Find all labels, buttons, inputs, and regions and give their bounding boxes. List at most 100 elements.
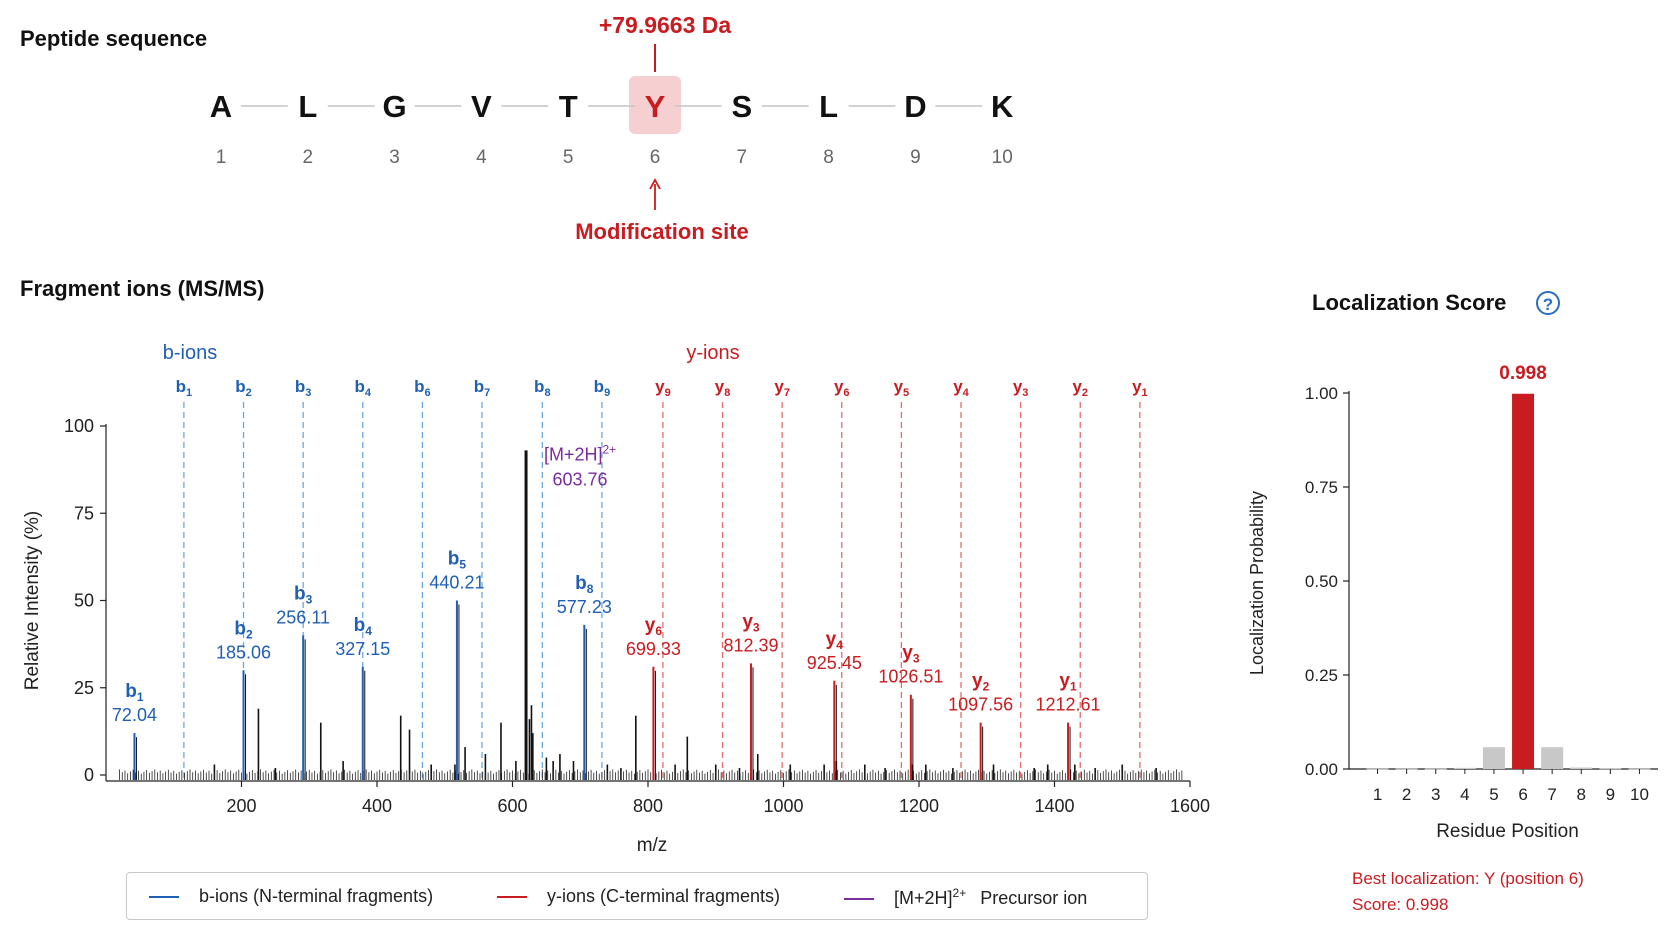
residue-6: Y bbox=[645, 89, 666, 124]
loc-bar-7 bbox=[1541, 747, 1564, 769]
legend-y-ions: y-ions (C-terminal fragments) bbox=[497, 886, 780, 907]
residue-position-7: 7 bbox=[737, 147, 748, 168]
b-peak-label-2-letter: b bbox=[234, 618, 246, 639]
ms-x-tick-label-1200: 1200 bbox=[899, 796, 939, 816]
b-guide-label-8: b9 bbox=[594, 377, 611, 399]
residue-4: V bbox=[471, 89, 492, 124]
y-ions-header: y-ions bbox=[686, 342, 739, 364]
residue-position-6: 6 bbox=[650, 147, 661, 168]
y-peak-label-2-subscript: 3 bbox=[753, 620, 760, 634]
b-guide-label-2: b2 bbox=[235, 377, 252, 399]
b-guide-label-6-letter: b bbox=[474, 377, 484, 396]
loc-x-tick-label-9: 9 bbox=[1606, 785, 1615, 804]
loc-y-axis-label: Localization Probability bbox=[1247, 491, 1267, 675]
y-peak-label-4-letter: y bbox=[902, 643, 913, 664]
b-guide-label-1-subscript: 1 bbox=[186, 387, 192, 399]
y-peak-label-3-subscript: 4 bbox=[836, 638, 843, 652]
y-guide-label-2: y8 bbox=[715, 377, 731, 399]
y-peak-mz-5: 1097.56 bbox=[948, 695, 1013, 715]
b-guide-label-3-letter: b bbox=[295, 377, 305, 396]
b-peak-mz-4: 327.15 bbox=[335, 639, 390, 659]
b-guide-label-6: b7 bbox=[474, 377, 491, 399]
loc-bar-4 bbox=[1453, 767, 1476, 769]
loc-x-tick-label-10: 10 bbox=[1630, 785, 1649, 804]
y-guide-label-2-subscript: 8 bbox=[724, 387, 730, 399]
b-peak-label-4-subscript: 4 bbox=[365, 624, 372, 638]
ms-y-tick-label-100: 100 bbox=[64, 416, 94, 436]
ms-y-axis-label: Relative Intensity (%) bbox=[22, 511, 43, 691]
y-peak-mz-4: 1026.51 bbox=[878, 667, 943, 687]
spectrum-legend: b-ions (N-terminal fragments) y-ions (C-… bbox=[126, 872, 1148, 920]
legend-precursor-suffix: Precursor ion bbox=[980, 888, 1088, 908]
b-peak-label-5: b5 bbox=[448, 549, 467, 572]
y-guide-label-7: y3 bbox=[1013, 377, 1029, 399]
b-peak-label-5-letter: b bbox=[448, 549, 460, 570]
b-guide-label-8-subscript: 9 bbox=[604, 387, 610, 399]
loc-x-tick-label-2: 2 bbox=[1402, 785, 1411, 804]
y-peak-label-5: y2 bbox=[972, 671, 990, 694]
y-peak-mz-1: 699.33 bbox=[626, 639, 681, 659]
loc-y-tick-label-1: 0.25 bbox=[1305, 666, 1338, 685]
b-peak-label-1: b1 bbox=[125, 681, 144, 704]
modification-site-label: Modification site bbox=[575, 219, 749, 244]
legend-precursor-sup: 2+ bbox=[952, 886, 967, 900]
legend-precursor: [M+2H]2+ Precursor ion bbox=[844, 886, 1087, 909]
b-guide-label-7-letter: b bbox=[534, 377, 544, 396]
y-peak-label-4-subscript: 3 bbox=[913, 652, 920, 666]
b-guide-label-4-subscript: 4 bbox=[365, 387, 372, 399]
residue-3: G bbox=[383, 89, 407, 124]
residue-position-1: 1 bbox=[216, 147, 227, 168]
ms-x-tick-label-600: 600 bbox=[497, 796, 527, 816]
b-ions-header: b-ions bbox=[163, 342, 217, 364]
b-peak-label-1-letter: b bbox=[125, 681, 137, 702]
y-guide-label-6-subscript: 4 bbox=[963, 387, 970, 399]
b-peak-label-4: b4 bbox=[354, 615, 373, 638]
y-peak-label-6-letter: y bbox=[1059, 671, 1070, 692]
precursor-label: [M+2H]2+ bbox=[544, 442, 616, 464]
y-guide-label-6: y4 bbox=[953, 377, 969, 399]
ms-x-axis-label: m/z bbox=[637, 835, 668, 856]
loc-bar-9 bbox=[1599, 768, 1622, 770]
y-peak-label-5-letter: y bbox=[972, 671, 983, 692]
b-peak-mz-2: 185.06 bbox=[216, 642, 271, 662]
ms-x-tick-label-800: 800 bbox=[633, 796, 663, 816]
question-circle-icon[interactable]: ? bbox=[1536, 291, 1560, 315]
b-guide-label-5-letter: b bbox=[414, 377, 424, 396]
residue-10: K bbox=[991, 89, 1014, 124]
b-peak-label-4-letter: b bbox=[354, 615, 366, 636]
loc-x-axis-label: Residue Position bbox=[1436, 821, 1579, 842]
residue-2: L bbox=[298, 89, 317, 124]
y-peak-mz-3: 925.45 bbox=[807, 653, 862, 673]
residue-position-5: 5 bbox=[563, 147, 574, 168]
legend-y-swatch bbox=[497, 896, 527, 899]
y-guide-label-2-letter: y bbox=[715, 377, 725, 396]
y-guide-label-8: y2 bbox=[1072, 377, 1088, 399]
b-guide-label-2-subscript: 2 bbox=[246, 387, 252, 399]
y-peak-mz-6: 1212.61 bbox=[1036, 695, 1101, 715]
y-guide-label-3-subscript: 7 bbox=[784, 387, 790, 399]
b-peak-label-6: b8 bbox=[575, 573, 594, 596]
best-localization-text: Best localization: Y (position 6) bbox=[1352, 869, 1584, 888]
localization-score-title: Localization Score bbox=[1312, 290, 1507, 315]
residue-position-3: 3 bbox=[389, 147, 400, 168]
b-peak-mz-6: 577.23 bbox=[557, 597, 612, 617]
y-guide-label-4-letter: y bbox=[834, 377, 844, 396]
precursor-label-main: [M+2H] bbox=[544, 444, 603, 464]
y-guide-label-8-letter: y bbox=[1072, 377, 1082, 396]
b-peak-mz-1: 72.04 bbox=[112, 705, 157, 725]
ms-x-tick-label-1600: 1600 bbox=[1170, 796, 1210, 816]
b-guide-label-8-letter: b bbox=[594, 377, 604, 396]
y-guide-label-1-subscript: 9 bbox=[665, 387, 671, 399]
y-peak-label-2-letter: y bbox=[742, 611, 753, 632]
residue-1: A bbox=[210, 89, 232, 124]
ms-x-tick-label-200: 200 bbox=[226, 796, 256, 816]
y-guide-label-9-subscript: 1 bbox=[1142, 387, 1148, 399]
ms-x-tick-label-400: 400 bbox=[362, 796, 392, 816]
y-peak-label-5-subscript: 2 bbox=[983, 680, 990, 694]
residue-9: D bbox=[904, 89, 926, 124]
peptide-sequence-diagram: A 1 L 2 G 3 V 4 T 5 Y 6 S 7 L 8 D 9 K 10 +79.9663 Da Modifica… bbox=[210, 12, 1014, 244]
y-guide-label-1: y9 bbox=[655, 377, 671, 399]
loc-x-tick-label-8: 8 bbox=[1577, 785, 1586, 804]
